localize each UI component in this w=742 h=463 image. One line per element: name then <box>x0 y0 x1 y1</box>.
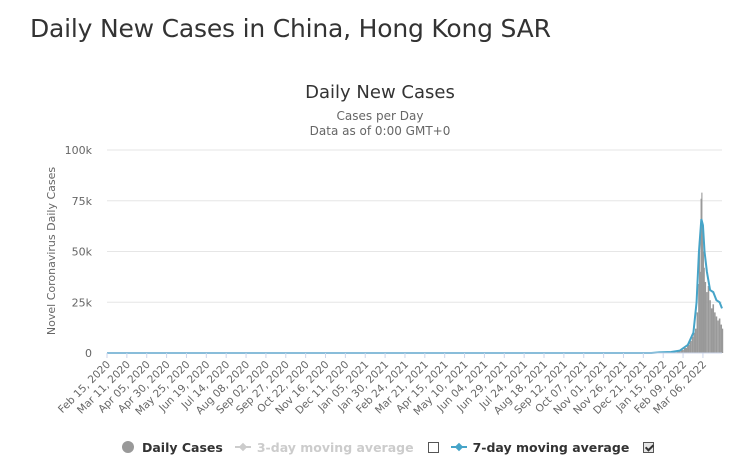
legend-label-daily-cases: Daily Cases <box>142 439 223 455</box>
x-tick-marks <box>106 353 704 358</box>
legend-item-daily-cases[interactable]: Daily Cases <box>122 440 223 455</box>
bar <box>676 351 681 353</box>
legend-item-3-day-moving-average[interactable]: 3-day moving average <box>234 439 439 455</box>
y-tick-label: 100k <box>65 144 93 157</box>
bar <box>696 312 699 353</box>
bar <box>704 281 707 353</box>
series-line-7-day-moving-average <box>107 218 723 354</box>
y-axis-label: Novel Coronavirus Daily Cases <box>45 167 58 335</box>
legend-line-diamond-icon <box>234 441 251 453</box>
legend-label-3-day-moving-average: 3-day moving average <box>256 439 414 455</box>
y-tick-label: 25k <box>72 296 93 309</box>
bars <box>663 192 724 353</box>
legend-dot-icon <box>122 441 134 453</box>
chart-subtitle: Cases per Day <box>337 109 424 123</box>
chart-subtitle-date: Data as of 0:00 GMT+0 <box>310 124 451 138</box>
legend-item-7-day-moving-average[interactable]: 7-day moving average <box>450 439 655 455</box>
legend: Daily Cases 3-day moving average 7-day m… <box>122 438 666 456</box>
bar <box>699 271 701 353</box>
bar <box>710 308 713 353</box>
bar <box>712 304 715 353</box>
bar <box>691 336 694 353</box>
bar <box>702 231 704 353</box>
bar <box>722 328 724 353</box>
y-tick-label: 75k <box>72 195 93 208</box>
bar <box>687 344 690 353</box>
bar <box>680 349 684 353</box>
bar <box>720 324 722 353</box>
y-tick-label: 0 <box>85 347 92 360</box>
chart-title: Daily New Cases <box>305 82 455 103</box>
bar <box>698 241 701 353</box>
bar <box>701 192 703 353</box>
checkbox-7-day-moving-average[interactable] <box>643 441 655 453</box>
bar <box>717 320 719 353</box>
bar <box>700 198 702 353</box>
bar <box>702 251 705 353</box>
bar <box>689 340 692 353</box>
bar <box>698 283 700 353</box>
grid-lines <box>107 149 722 303</box>
legend-line-diamond-icon <box>450 441 467 453</box>
bar <box>683 347 688 353</box>
bar <box>715 316 718 353</box>
bar <box>707 286 710 353</box>
bar <box>706 292 708 353</box>
bar <box>703 267 705 353</box>
bar <box>718 318 721 353</box>
bar <box>714 312 716 353</box>
y-tick-labels: 0 25k 50k 75k 100k <box>65 144 93 360</box>
y-tick-label: 50k <box>72 246 93 259</box>
legend-label-7-day-moving-average: 7-day moving average <box>472 439 630 455</box>
bar <box>709 300 711 353</box>
checkbox-3-day-moving-average[interactable] <box>427 441 439 453</box>
page-heading: Daily New Cases in China, Hong Kong SAR <box>30 14 551 43</box>
bar <box>694 328 697 353</box>
bar <box>693 332 695 353</box>
